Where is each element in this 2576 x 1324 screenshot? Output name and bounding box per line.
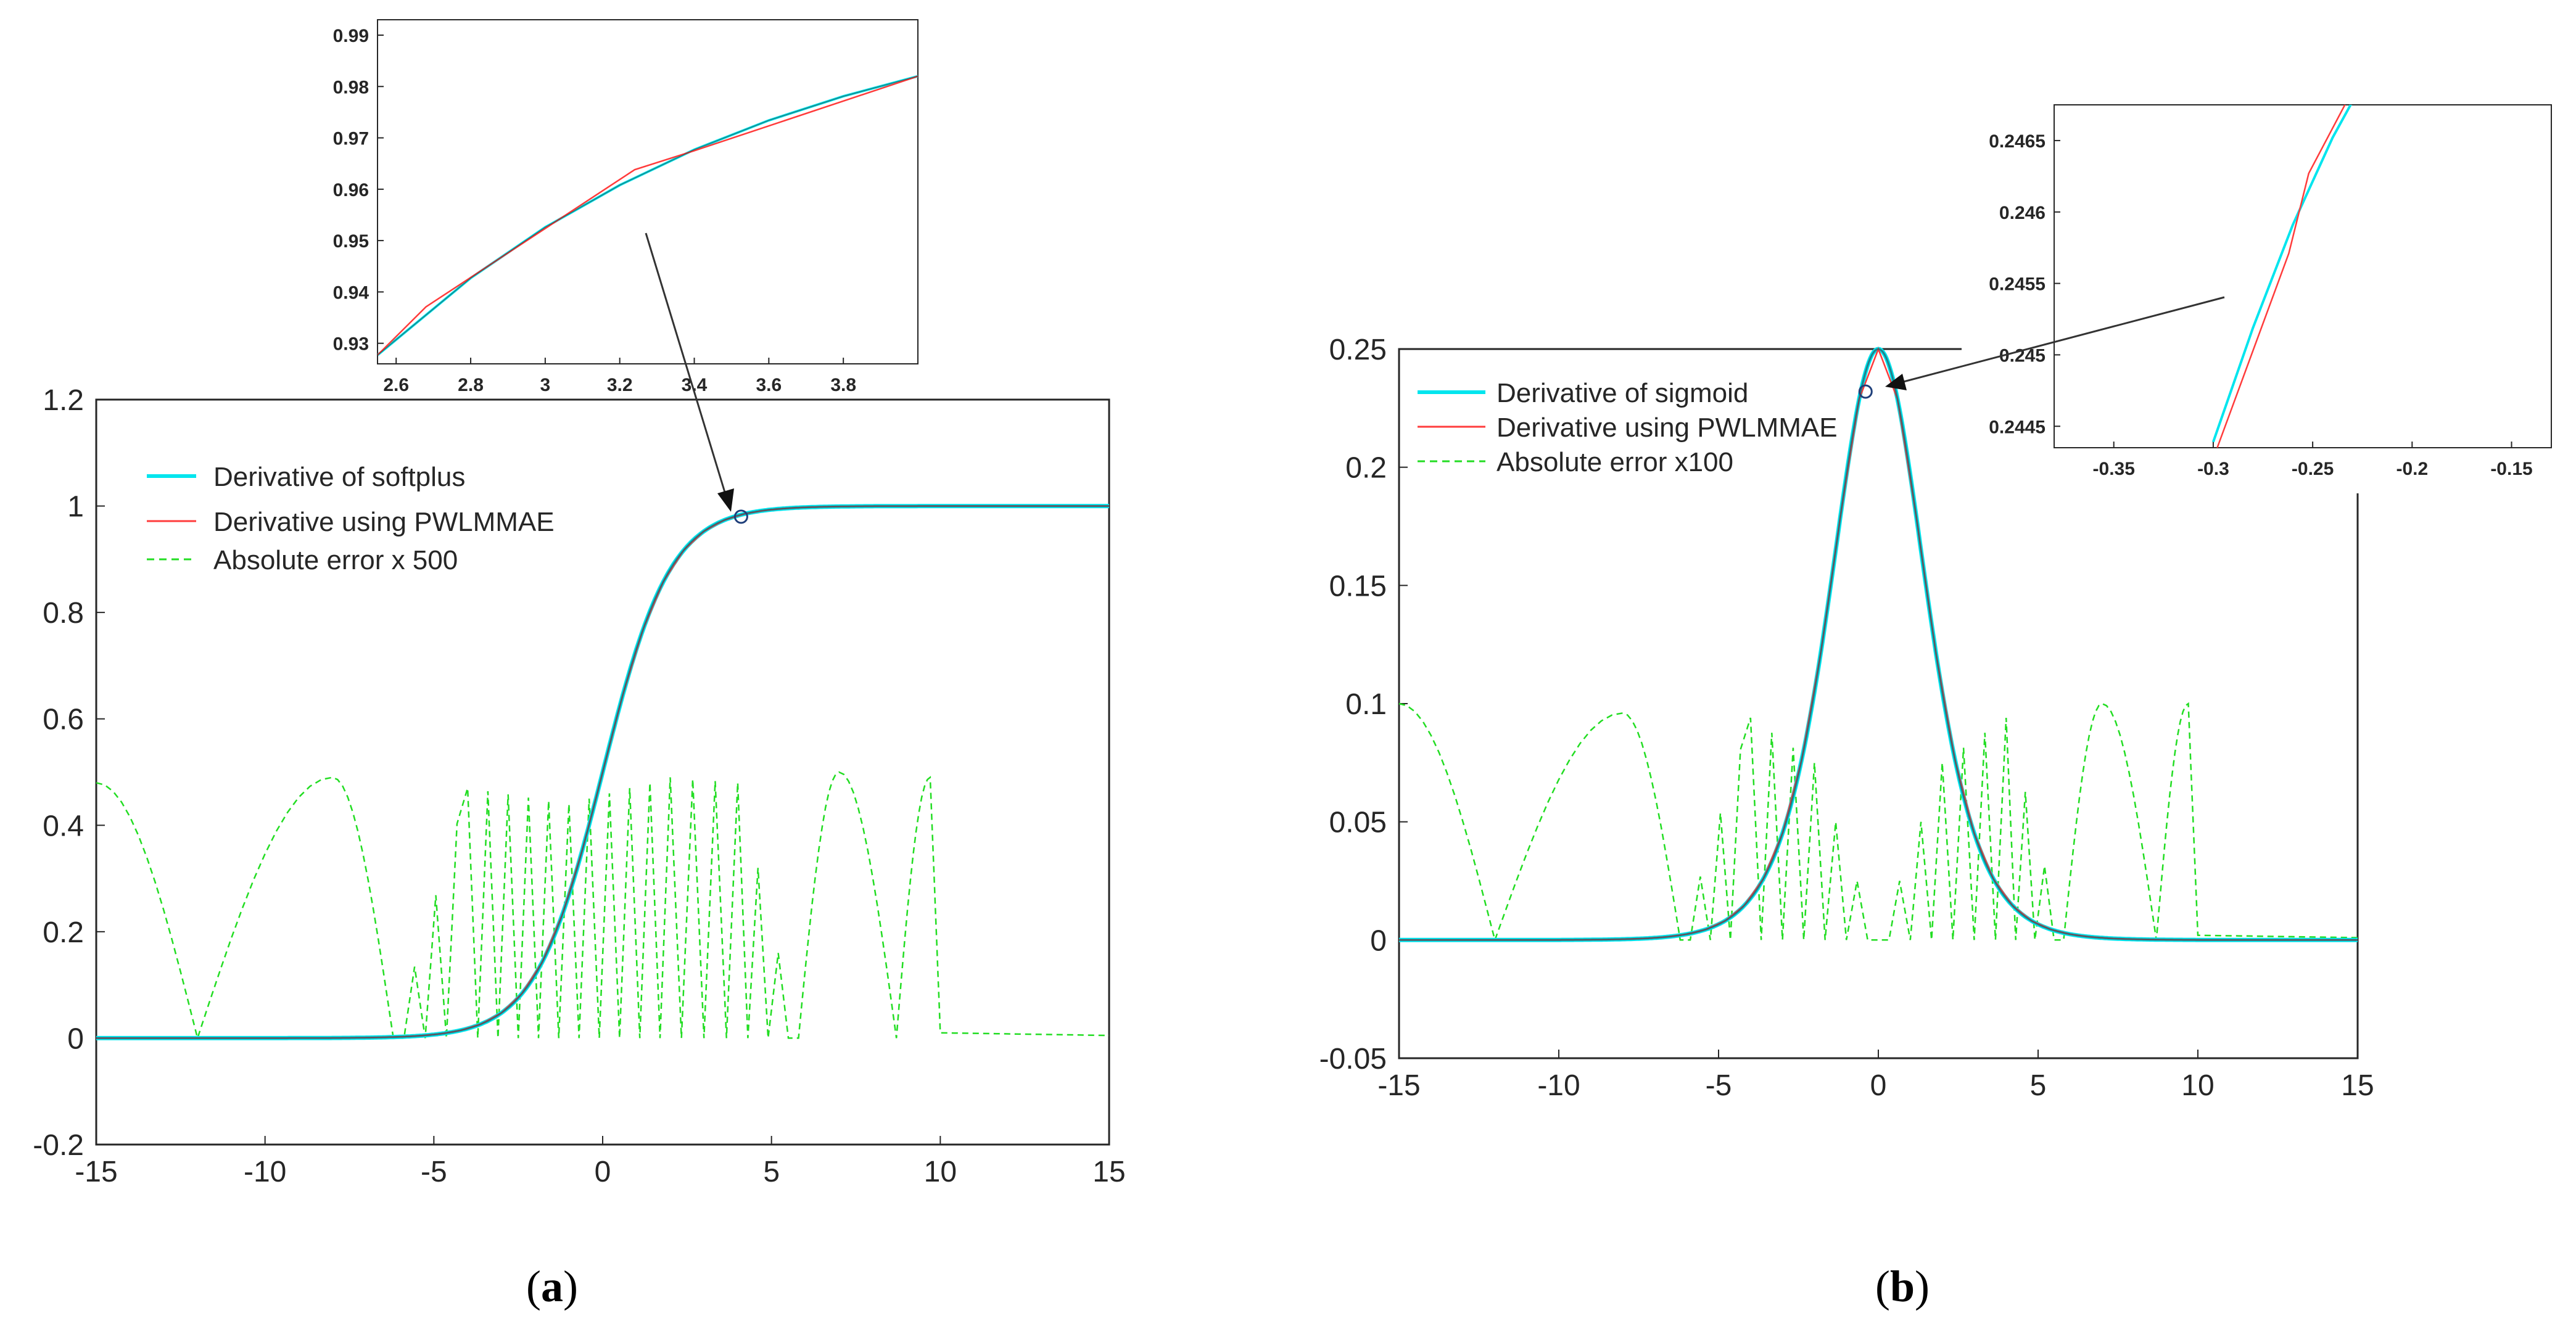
- plot-a-ytick-label: 0.6: [43, 704, 84, 736]
- inset-a-xtick-label: 3.8: [830, 375, 856, 395]
- plot-a-legend: Derivative of softplus Derivative using …: [147, 462, 555, 575]
- legend-b-label-approx: Derivative using PWLMMAE: [1496, 413, 1838, 443]
- inset-a-ytick-label: 0.97: [333, 129, 369, 149]
- plot-a-xtick-label: 10: [924, 1156, 957, 1188]
- plot-a-xtick-label: 15: [1092, 1156, 1125, 1188]
- plot-a-ytick-label: 1: [67, 491, 84, 524]
- plot-a-xtick-label: 5: [763, 1156, 780, 1188]
- plot-a-ticks: -15 -10 -5 0 5 10 15 -0.2 0 0.2 0.4 0.6 0.8 1 1.2: [33, 384, 1125, 1188]
- inset-b-ytick-label: 0.2455: [1989, 274, 2046, 295]
- inset-a-xtick-label: 3.2: [607, 375, 633, 395]
- legend-a-label-approx: Derivative using PWLMMAE: [213, 507, 555, 537]
- plot-a-lines: [96, 504, 1110, 1041]
- inset-a-xtick-label: 2.6: [383, 375, 409, 395]
- zoom-arrow-b: [1901, 296, 2225, 384]
- inset-b-xtick-label: -0.2: [2396, 459, 2428, 479]
- caption-b: (b): [1875, 1262, 1930, 1311]
- plot-b-legend: Derivative of sigmoid Derivative using P…: [1418, 378, 1838, 477]
- plot-a-ytick-label: 0.2: [43, 916, 84, 949]
- inset-a: 2.6 2.8 3 3.2 3.4 3.6 3.80.930.940.950.960.970…: [333, 26, 918, 395]
- inset-a-overlay-line: [378, 75, 918, 356]
- inset-a-xtick-label: 3.6: [756, 375, 782, 395]
- plot-a-overlay-line: [96, 505, 1109, 1039]
- plot-b-ytick-label: 0.25: [1329, 334, 1387, 366]
- plot-a-ytick-label: 1.2: [43, 384, 84, 417]
- plot-b-ticks: -15 -10 -5 0 5 10 15 -0.05 0 0.05 0.1 0.15 0.2 0.25: [1319, 334, 2374, 1102]
- zoom-arrow-a-head: [717, 488, 734, 512]
- plot-a-ytick-label: -0.2: [33, 1129, 84, 1162]
- legend-b-label-error: Absolute error x100: [1496, 447, 1733, 477]
- panel-b: -15 -10 -5 0 5 10 15 -0.05 0 0.05 0.1 0.15 0.2 0.25 D…: [1319, 99, 2572, 1311]
- plot-b-ytick-label: -0.05: [1319, 1043, 1387, 1075]
- legend-a-label-true: Derivative of softplus: [213, 462, 465, 492]
- inset-a-ytick-label: 0.96: [333, 180, 369, 200]
- plot-b-ytick-label: 0.1: [1345, 688, 1387, 721]
- legend-b-label-true: Derivative of sigmoid: [1496, 378, 1748, 408]
- inset-b-xtick-label: -0.15: [2490, 459, 2532, 479]
- inset-b-approx-line: [2216, 105, 2346, 448]
- inset-b-xtick-label: -0.3: [2197, 459, 2229, 479]
- plot-b-xtick-label: -15: [1377, 1069, 1420, 1102]
- legend-a-label-error: Absolute error x 500: [213, 545, 458, 575]
- plot-a-ytick-label: 0.4: [43, 810, 84, 842]
- plot-b-ytick-label: 0.15: [1329, 570, 1387, 602]
- inset-a-xtick-label: 3: [540, 375, 551, 395]
- plot-b-lines: [1398, 347, 2358, 943]
- plot-b-error-line: [1398, 702, 2358, 943]
- plot-b-xtick-label: 0: [1870, 1069, 1887, 1102]
- inset-b-ytick-label: 0.245: [1999, 345, 2046, 366]
- inset-a-approx-line: [378, 75, 918, 356]
- inset-b-true-line: [2212, 105, 2352, 443]
- plot-b-ytick-label: 0.2: [1345, 452, 1387, 485]
- panel-a: -15 -10 -5 0 5 10 15 -0.2 0 0.2 0.4 0.6 0.8 1 1.2 Deri…: [33, 12, 1126, 1311]
- inset-a-frame: [377, 19, 919, 364]
- inset-a-ytick-label: 0.94: [333, 282, 369, 303]
- plot-b-ytick-label: 0: [1370, 924, 1387, 957]
- plot-a-ytick-label: 0.8: [43, 597, 84, 630]
- plot-b-overlay-line: [1399, 348, 2358, 941]
- plot-a-error-line: [96, 771, 1110, 1041]
- inset-b-ytick-label: 0.2445: [1989, 417, 2046, 437]
- inset-b: -0.35 -0.3 -0.25 -0.2 -0.15 0.2445 0.245 0.2455…: [1989, 105, 2533, 479]
- plot-b-xtick-label: 15: [2341, 1069, 2374, 1102]
- inset-a-ytick-label: 0.98: [333, 77, 369, 97]
- zoom-arrow-a: [645, 232, 728, 499]
- plot-a-zoom-marker: [733, 509, 748, 524]
- plot-b-zoom-marker: [1858, 384, 1873, 399]
- inset-a-xtick-label: 2.8: [458, 375, 484, 395]
- plot-a-xtick-label: 0: [595, 1156, 611, 1188]
- plot-b-xtick-label: -10: [1537, 1069, 1580, 1102]
- inset-a-ytick-label: 0.99: [333, 26, 369, 46]
- plot-a-xtick-label: -5: [421, 1156, 447, 1188]
- plot-a-xtick-label: -10: [244, 1156, 286, 1188]
- zoom-arrow-b-head: [1885, 374, 1907, 390]
- inset-b-frame: [2054, 104, 2552, 448]
- inset-a-ytick-label: 0.95: [333, 231, 369, 252]
- plot-b-xtick-label: 5: [2030, 1069, 2047, 1102]
- plot-b-xtick-label: -5: [1706, 1069, 1732, 1102]
- plot-b-ytick-label: 0.05: [1329, 807, 1387, 839]
- inset-b-xtick-label: -0.25: [2292, 459, 2334, 479]
- plot-a-xtick-label: -15: [75, 1156, 117, 1188]
- plot-b-xtick-label: 10: [2181, 1069, 2214, 1102]
- inset-b-ytick-label: 0.2465: [1989, 131, 2046, 152]
- inset-b-xtick-label: -0.35: [2093, 459, 2135, 479]
- inset-b-ytick-label: 0.246: [1999, 203, 2046, 223]
- caption-a: (a): [526, 1262, 578, 1311]
- plot-a-ytick-label: 0: [67, 1022, 84, 1055]
- inset-a-ytick-label: 0.93: [333, 334, 369, 355]
